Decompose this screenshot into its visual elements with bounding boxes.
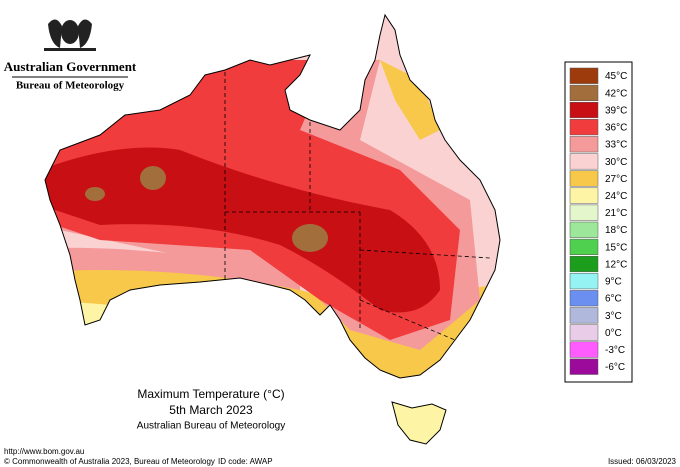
legend-swatch <box>569 221 599 238</box>
legend-swatch <box>569 273 599 290</box>
legend-label: 3°C <box>605 311 622 322</box>
legend-label: 42°C <box>605 88 627 99</box>
bureau-name: Bureau of Meteorology <box>16 80 125 92</box>
footer-issued: Issued: 06/03/2023 <box>608 457 677 466</box>
tasmania <box>391 401 447 445</box>
map-title: Maximum Temperature (°C) <box>137 387 284 401</box>
legend-swatch <box>569 67 599 84</box>
legend-swatch <box>569 187 599 204</box>
footer-id-code: ID code: AWAP <box>218 457 273 466</box>
legend-label: 0°C <box>605 328 622 339</box>
legend-label: -3°C <box>605 345 625 356</box>
legend-label: 18°C <box>605 225 627 236</box>
map-source: Australian Bureau of Meteorology <box>137 421 285 432</box>
legend-label: 24°C <box>605 191 627 202</box>
legend-label: 21°C <box>605 208 627 219</box>
government-name: Australian Government <box>4 59 137 74</box>
legend-swatch <box>569 136 599 153</box>
legend-label: 12°C <box>605 259 627 270</box>
legend-swatch <box>569 153 599 170</box>
legend-label: 27°C <box>605 174 627 185</box>
legend-label: 45°C <box>605 71 627 82</box>
legend-swatch <box>569 84 599 101</box>
map-date: 5th March 2023 <box>169 403 253 417</box>
legend-label: 30°C <box>605 157 627 168</box>
coastline <box>44 13 501 379</box>
legend: 45°C 42°C 39°C 36°C 33°C 30°C 27°C 24°C 21°C 18°C… <box>569 67 627 375</box>
legend-swatch <box>569 358 599 375</box>
legend-swatch <box>569 324 599 341</box>
legend-swatch <box>569 307 599 324</box>
legend-label: 36°C <box>605 123 627 134</box>
legend-swatch <box>569 170 599 187</box>
legend-label: 39°C <box>605 105 627 116</box>
legend-label: 9°C <box>605 277 622 288</box>
legend-swatch <box>569 101 599 119</box>
legend-swatch <box>569 238 599 255</box>
legend-label: 15°C <box>605 242 627 253</box>
legend-swatch <box>569 290 599 307</box>
footer-url: http://www.bom.gov.au <box>4 447 84 456</box>
legend-label: -6°C <box>605 362 625 373</box>
legend-swatch <box>569 341 599 358</box>
footer-copyright: © Commonwealth of Australia 2023, Bureau… <box>4 457 215 466</box>
legend-swatch <box>569 204 599 221</box>
legend-label: 6°C <box>605 294 622 305</box>
legend-label: 33°C <box>605 140 627 151</box>
crest <box>44 19 96 51</box>
state-borders <box>224 72 491 341</box>
legend-swatch <box>569 255 599 273</box>
legend-swatch <box>569 119 599 136</box>
